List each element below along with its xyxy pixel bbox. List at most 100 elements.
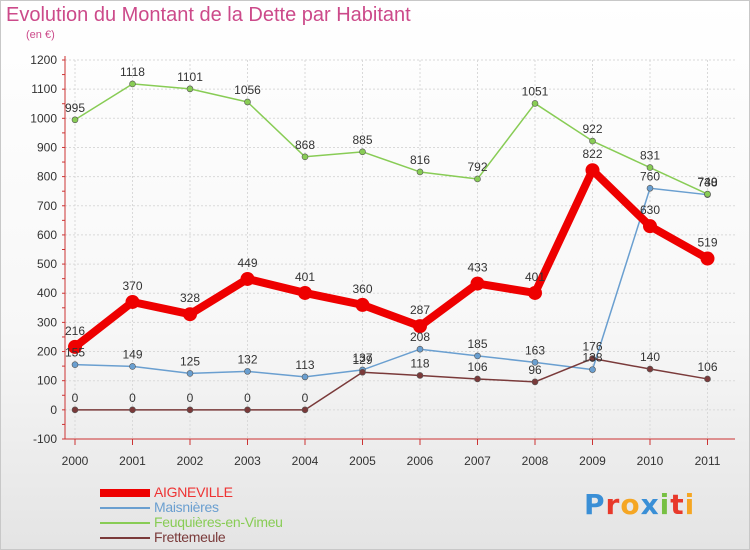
data-point-aigneville: [240, 271, 255, 286]
series-line-aigneville: [71, 166, 712, 351]
logo-letter: P: [584, 488, 606, 521]
x-tick-label: 2007: [464, 454, 491, 468]
y-tick-label: 100: [37, 374, 57, 388]
y-tick-label: 300: [37, 315, 57, 329]
data-point-aigneville: [125, 294, 140, 309]
series-group: [68, 80, 715, 414]
data-label-frettemeule: 118: [410, 356, 429, 370]
data-point-feuqui-res-en-vimeu: [186, 85, 194, 93]
data-label-maisni-res: 149: [122, 347, 142, 361]
data-label-aigneville: 433: [467, 261, 487, 275]
data-label-frettemeule: 0: [302, 391, 309, 405]
logo-letter: i: [684, 488, 696, 521]
data-label-frettemeule: 106: [697, 360, 717, 374]
data-point-feuqui-res-en-vimeu: [646, 164, 654, 171]
data-point-aigneville: [528, 285, 542, 300]
data-point-feuqui-res-en-vimeu: [704, 190, 711, 198]
data-point-feuqui-res-en-vimeu: [359, 148, 366, 156]
data-point-frettemeule: [416, 372, 424, 379]
y-tick-label: 400: [37, 286, 57, 300]
series-line-frettemeule: [74, 357, 709, 411]
data-point-feuqui-res-en-vimeu: [71, 116, 79, 124]
x-tick-label: 2011: [695, 454, 721, 468]
data-point-frettemeule: [589, 355, 596, 362]
data-label-aigneville: 360: [352, 282, 372, 296]
data-point-aigneville: [643, 219, 657, 234]
data-label-frettemeule: 0: [129, 391, 136, 405]
data-point-frettemeule: [186, 406, 194, 414]
data-point-maisni-res: [129, 363, 136, 370]
data-point-maisni-res: [301, 373, 309, 381]
data-labels: 155 149 125 132 113 137 208 185 163 138 760 738 995 1…: [65, 65, 718, 405]
data-label-aigneville: 630: [640, 203, 660, 217]
data-point-aigneville: [355, 297, 370, 312]
proxiti-logo: Proxiti: [584, 488, 695, 521]
x-tick-label: 2004: [292, 454, 319, 468]
data-label-frettemeule: 96: [528, 363, 542, 377]
data-label-maisni-res: 125: [180, 354, 200, 368]
data-label-aigneville: 401: [295, 270, 315, 284]
grid: [65, 59, 735, 440]
x-tick-label: 2001: [119, 454, 146, 468]
data-label-feuqui-res-en-vimeu: 816: [410, 153, 430, 167]
y-tick-label: 700: [37, 199, 57, 213]
x-tick-label: 2010: [637, 454, 664, 468]
data-label-feuqui-res-en-vimeu: 1056: [234, 83, 261, 97]
legend-label: AIGNEVILLE: [154, 484, 233, 500]
data-point-feuqui-res-en-vimeu: [474, 175, 481, 183]
y-tick-label: 200: [37, 345, 57, 359]
data-label-maisni-res: 137: [352, 351, 372, 365]
data-point-aigneville: [183, 307, 197, 322]
logo-letter: t: [670, 488, 685, 521]
data-label-maisni-res: 208: [410, 330, 430, 344]
data-point-frettemeule: [359, 368, 366, 376]
data-point-frettemeule: [474, 375, 481, 383]
data-label-frettemeule: 0: [244, 391, 251, 405]
logo-letter: i: [659, 488, 671, 521]
data-point-aigneville: [68, 339, 82, 354]
data-point-maisni-res: [589, 366, 596, 373]
x-tick-label: 2008: [522, 454, 549, 468]
data-label-aigneville: 370: [122, 279, 142, 293]
data-label-frettemeule: 106: [467, 360, 487, 374]
y-tick-label: 800: [37, 170, 57, 184]
x-tick-label: 2003: [234, 454, 261, 468]
data-label-aigneville: 401: [525, 270, 545, 284]
data-point-aigneville: [700, 251, 715, 266]
legend-swatch: [100, 489, 150, 497]
data-point-maisni-res: [71, 361, 79, 368]
data-point-frettemeule: [129, 406, 136, 414]
data-point-aigneville: [298, 285, 312, 300]
data-label-frettemeule: 176: [582, 340, 602, 354]
data-point-feuqui-res-en-vimeu: [129, 80, 136, 88]
x-tick-label: 2000: [62, 454, 89, 468]
data-point-feuqui-res-en-vimeu: [589, 137, 596, 145]
data-point-feuqui-res-en-vimeu: [301, 153, 309, 161]
x-tick-label: 2002: [177, 454, 204, 468]
axes: -100010020030040050060070080090010001100…: [30, 53, 735, 468]
y-tick-label: 1000: [30, 111, 57, 125]
data-point-frettemeule: [704, 375, 711, 383]
data-label-feuqui-res-en-vimeu: 922: [582, 122, 602, 136]
logo-letter: o: [620, 488, 641, 521]
data-point-frettemeule: [646, 365, 654, 373]
data-point-maisni-res: [244, 368, 251, 375]
y-tick-label: 1100: [31, 82, 57, 96]
data-point-feuqui-res-en-vimeu: [531, 100, 539, 107]
data-point-aigneville: [585, 163, 600, 178]
legend-swatch: [100, 537, 150, 539]
data-point-feuqui-res-en-vimeu: [244, 98, 251, 106]
data-point-maisni-res: [186, 370, 194, 377]
data-label-frettemeule: 129: [352, 353, 372, 367]
legend-label: Frettemeule: [154, 529, 226, 545]
data-label-feuqui-res-en-vimeu: 1051: [522, 84, 549, 98]
data-label-feuqui-res-en-vimeu: 740: [697, 175, 717, 189]
series-line-maisni-res: [74, 187, 709, 378]
data-label-feuqui-res-en-vimeu: 1101: [177, 70, 203, 84]
data-point-frettemeule: [531, 378, 539, 386]
data-label-maisni-res: 155: [65, 346, 85, 360]
data-point-frettemeule: [301, 406, 309, 414]
series-line-feuqui-res-en-vimeu: [74, 83, 709, 195]
chart-title: Evolution du Montant de la Dette par Hab…: [6, 4, 411, 26]
